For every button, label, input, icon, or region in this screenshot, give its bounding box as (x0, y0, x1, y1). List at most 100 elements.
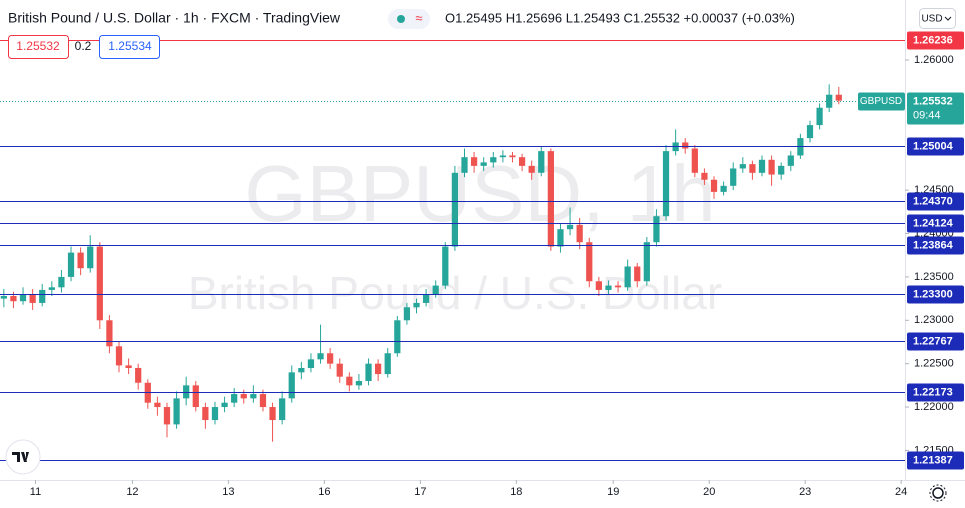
candle-body (0, 295, 7, 299)
candle-body (451, 172, 459, 247)
candle-body (29, 294, 36, 303)
candle-body (710, 179, 718, 192)
x-tick-label: 24 (895, 486, 907, 498)
watermark-description: British Pound / U.S. Dollar (188, 267, 722, 319)
currency-button[interactable] (919, 8, 956, 29)
candle-body (730, 168, 737, 186)
candle-body (528, 165, 535, 173)
x-tick-label: 12 (126, 486, 138, 498)
candle-body (538, 151, 545, 173)
candle-body (58, 276, 65, 288)
candle-body (442, 246, 449, 286)
spread: 0.2 (75, 39, 92, 53)
candle-body (173, 398, 180, 425)
candle-body (87, 246, 94, 269)
x-tick-label: 17 (414, 486, 426, 498)
candle-body (240, 394, 247, 399)
symbol-title: British Pound / U.S. Dollar · 1h · FXCM … (8, 10, 341, 26)
level-label-box (907, 383, 964, 402)
candle-body (77, 252, 84, 269)
candle-body (346, 376, 353, 386)
axes: 1.260001.245001.240001.235001.230001.225… (30, 31, 964, 498)
candle-body (394, 320, 401, 354)
candle-body (154, 402, 161, 408)
y-tick-label: 1.23000 (914, 314, 954, 326)
level-label-box (907, 31, 964, 50)
candle-body (835, 94, 842, 101)
candle-body (643, 242, 650, 282)
candle-body (135, 368, 142, 383)
candle-body (422, 294, 430, 303)
candle-body (720, 185, 727, 192)
candle-body (19, 294, 27, 302)
y-tick-label: 1.23500 (914, 271, 954, 283)
settings-button[interactable] (929, 484, 947, 502)
level-label-box (907, 214, 964, 233)
candle-body (768, 159, 775, 175)
candle-body (39, 289, 46, 303)
level-label: 1.22767 (913, 335, 953, 347)
plot (0, 40, 905, 461)
sell-button[interactable] (8, 35, 69, 59)
level-label: 1.25004 (913, 140, 954, 152)
candle-body (816, 107, 823, 126)
candle-body (624, 266, 631, 288)
candle-body (701, 172, 708, 180)
candle-body (826, 94, 833, 108)
candle-body (499, 155, 507, 158)
wave-icon: ≈ (415, 10, 422, 25)
candle-body (480, 162, 487, 166)
symbol-tag: GBPUSD (860, 96, 902, 107)
level-label: 1.24370 (913, 195, 953, 207)
x-tick-label: 13 (222, 486, 234, 498)
candle-body (317, 353, 324, 360)
candle-body (403, 307, 411, 321)
candle-body (749, 164, 756, 173)
candle-body (595, 281, 602, 290)
candle-body (691, 148, 698, 173)
candle-body (336, 363, 343, 377)
level-label-box (907, 236, 964, 255)
buy-button[interactable] (99, 35, 160, 59)
candle-body (739, 164, 746, 169)
x-tick-label: 23 (799, 486, 811, 498)
candle-body (115, 346, 123, 366)
candle-body (375, 363, 382, 375)
candle-body (163, 407, 171, 425)
status-pill[interactable] (388, 9, 430, 29)
candle-body (518, 157, 526, 166)
candle-body (547, 151, 554, 247)
symbol-tag-box (858, 92, 905, 111)
candle-body (557, 229, 564, 247)
tv-logo[interactable] (5, 439, 41, 475)
level-label: 1.26236 (913, 34, 953, 46)
candle-body (576, 224, 583, 243)
candle-body (298, 368, 305, 373)
last-price-box (907, 92, 964, 125)
y-tick-label: 1.22500 (914, 358, 954, 370)
x-tick-label: 16 (318, 486, 330, 498)
watermark-symbol: GBPUSD, 1h (244, 149, 715, 238)
candle-body (288, 372, 295, 399)
y-tick-label: 1.22000 (914, 401, 954, 413)
candle-body (509, 155, 516, 158)
level-label-box (907, 137, 964, 156)
candle-body (355, 381, 363, 386)
x-tick-label: 19 (607, 486, 619, 498)
ohlc: O1.25495 H1.25696 L1.25493 C1.25532 +0.0… (445, 10, 795, 25)
candle-body (413, 302, 420, 308)
candle-body (307, 359, 315, 369)
dropdown-caret (944, 16, 952, 21)
candle-body (490, 157, 497, 163)
y-tick-label: 1.26000 (914, 54, 954, 66)
buy-price: 1.25534 (108, 39, 152, 53)
currency: USD (921, 14, 942, 25)
candle-body (614, 285, 622, 288)
candle-body (231, 394, 238, 403)
level-label: 1.22173 (913, 386, 953, 398)
candle-body (221, 402, 228, 408)
candle-body (183, 385, 190, 399)
candle-body (10, 295, 17, 302)
candle-body (269, 407, 276, 421)
